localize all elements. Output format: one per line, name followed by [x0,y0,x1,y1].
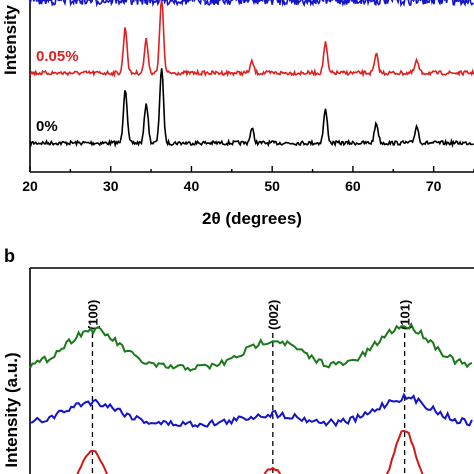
x-tick-label-60: 60 [345,178,361,194]
series-line-b-1 [29,392,473,428]
legend-label-0-05: 0.05% [36,48,79,65]
panel-b: b Intensity (a.u.) (100) (002) (101) [2,246,474,474]
series-line-b-2 [76,429,424,474]
panel-a: 20 30 40 50 60 70 2θ (degrees) Intensity 0.05… [1,0,474,228]
x-tick-label-20: 20 [22,178,38,194]
series-line-a-0 [29,68,474,149]
panel-b-label: b [4,246,15,266]
series-line-a-2 [29,0,474,8]
legend-label-0: 0% [36,118,58,135]
reflection-label-1: (002) [266,300,281,330]
panel-gap [0,238,474,250]
series-line-b-0 [29,321,473,372]
panel-b-ylabel: Intensity (a.u.) [2,352,21,467]
panel-a-xlabel: 2θ (degrees) [202,209,302,228]
series-line-a-1 [29,0,474,78]
x-tick-label-70: 70 [426,178,442,194]
x-tick-label-30: 30 [103,178,119,194]
reflection-label-2: (101) [398,300,413,330]
panel-a-ylabel: Intensity [1,5,20,75]
reflection-label-0: (100) [85,300,100,330]
x-tick-label-50: 50 [264,178,280,194]
x-tick-label-40: 40 [184,178,200,194]
